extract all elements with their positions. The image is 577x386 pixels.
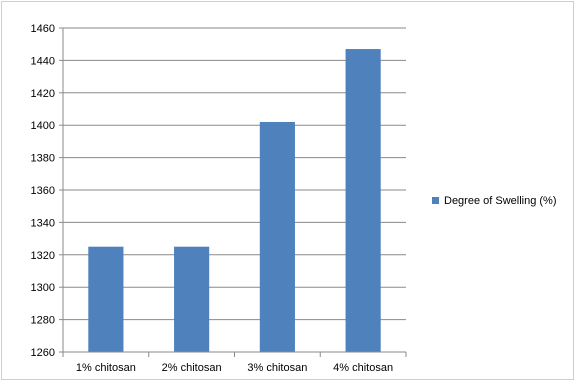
bar-chart: 1260 1280 1300 1320 1340 1360 1380 1400 1420 1440… (31, 23, 557, 374)
x-tick-label-2: 2% chitosan (162, 362, 222, 374)
y-tick-label-10: 1460 (31, 23, 55, 35)
legend: Degree of Swelling (%) (432, 195, 557, 207)
bar-1 (88, 246, 124, 352)
y-tick-label-7: 1400 (31, 120, 55, 132)
x-tick-labels: 1% chitosan 2% chitosan 3% chitosan 4% chit… (76, 362, 393, 374)
x-tick-label-3: 3% chitosan (247, 362, 307, 374)
legend-swatch (432, 197, 439, 204)
y-tick-label-1: 1280 (31, 315, 55, 327)
x-tick-label-1: 1% chitosan (76, 362, 136, 374)
y-tick-label-9: 1440 (31, 55, 55, 67)
y-tick-label-3: 1320 (31, 250, 55, 262)
y-tick-label-0: 1260 (31, 347, 55, 359)
y-tick-label-2: 1300 (31, 282, 55, 294)
bar-3 (259, 121, 295, 353)
axes (59, 27, 407, 357)
bar-2 (174, 246, 210, 352)
x-tick-label-4: 4% chitosan (333, 362, 393, 374)
y-tick-label-6: 1380 (31, 153, 55, 165)
legend-label: Degree of Swelling (%) (444, 195, 557, 207)
y-tick-label-5: 1360 (31, 185, 55, 197)
chart-frame: 1260 1280 1300 1320 1340 1360 1380 1400 1420 1440… (1, 1, 574, 380)
y-tick-label-8: 1420 (31, 88, 55, 100)
y-tick-label-4: 1340 (31, 217, 55, 229)
bar-4 (345, 49, 381, 353)
y-tick-labels: 1260 1280 1300 1320 1340 1360 1380 1400 1420 1440… (31, 23, 55, 359)
bars (88, 49, 381, 353)
